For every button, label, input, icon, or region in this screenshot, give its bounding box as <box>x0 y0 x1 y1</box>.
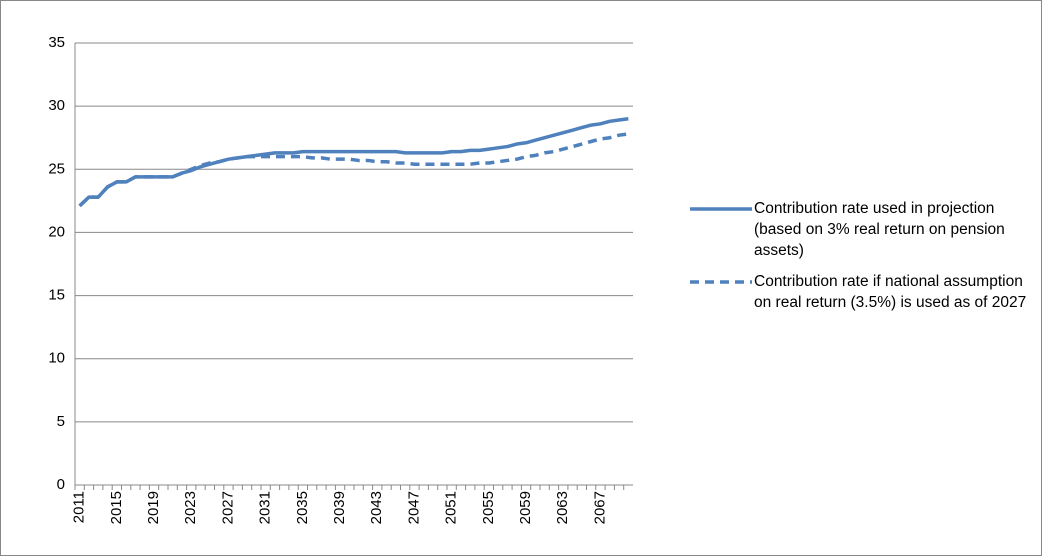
x-tick-label: 2047 <box>405 491 422 524</box>
y-tick-label: 15 <box>48 287 65 304</box>
x-tick-label: 2035 <box>294 491 311 524</box>
legend-label: Contribution rate used in projection (ba… <box>754 200 1005 259</box>
x-tick-label: 2051 <box>443 491 460 524</box>
x-tick-label: 2043 <box>368 491 385 524</box>
y-tick-label: 30 <box>48 97 65 114</box>
x-tick-label: 2067 <box>591 491 608 524</box>
x-tick-label: 2019 <box>145 491 162 524</box>
x-tick-label: 2039 <box>331 491 348 524</box>
legend-swatch <box>690 207 752 211</box>
x-tick-label: 2015 <box>108 491 125 524</box>
y-tick-label: 20 <box>48 223 65 240</box>
x-tick-label: 2063 <box>554 491 571 524</box>
series-line <box>78 117 629 208</box>
y-tick-label: 0 <box>57 476 65 493</box>
series-line <box>78 132 629 208</box>
legend-swatch <box>690 280 752 284</box>
x-tick-label: 2031 <box>257 491 274 524</box>
legend-label: Contribution rate if national assumption… <box>754 273 1027 311</box>
legend-entry: Contribution rate if national assumption… <box>688 271 1038 313</box>
legend-entry: Contribution rate used in projection (ba… <box>688 198 1038 261</box>
y-tick-label: 10 <box>48 350 65 367</box>
y-tick-label: 5 <box>57 413 65 430</box>
x-tick-label: 2011 <box>71 491 88 523</box>
x-tick-label: 2027 <box>219 491 236 524</box>
x-tick-label: 2023 <box>182 491 199 524</box>
legend: Contribution rate used in projection (ba… <box>688 198 1038 323</box>
y-tick-label: 35 <box>48 34 65 51</box>
x-tick-label: 2059 <box>517 491 534 524</box>
x-tick-label: 2055 <box>480 491 497 524</box>
y-tick-label: 25 <box>48 160 65 177</box>
